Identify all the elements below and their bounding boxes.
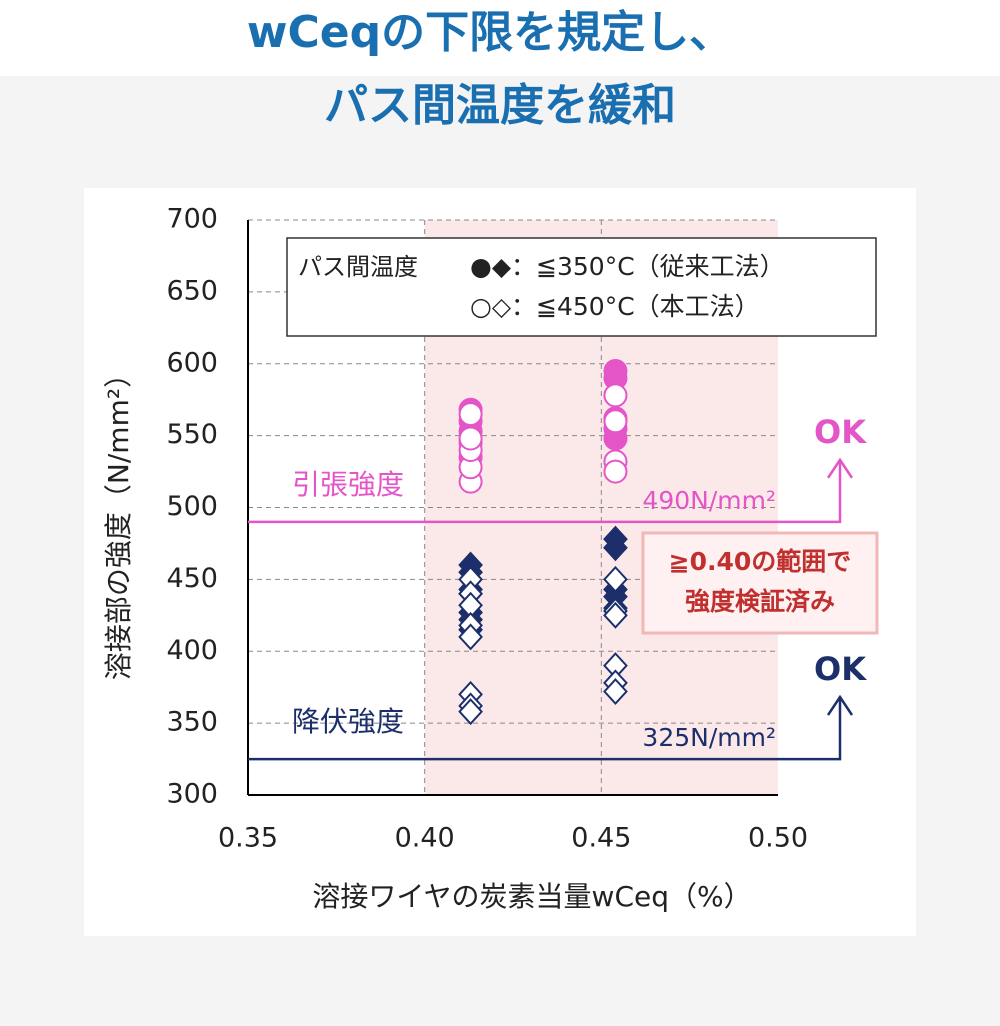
threshold-name: 降伏強度 xyxy=(292,705,404,738)
threshold-name: 引張強度 xyxy=(292,468,404,501)
arrow-head xyxy=(826,457,854,479)
point xyxy=(458,402,483,427)
threshold-result: OK xyxy=(814,413,867,451)
threshold-line xyxy=(248,459,842,524)
legend-box xyxy=(286,237,877,337)
point xyxy=(603,678,628,705)
y-tick-label: 550 xyxy=(166,419,218,450)
legend-entry: ○◇：≦450°C（本工法） xyxy=(470,292,760,321)
point xyxy=(603,534,628,562)
point xyxy=(603,601,628,629)
x-axis-label: 溶接ワイヤの炭素当量wCeq（%） xyxy=(312,880,751,913)
point xyxy=(603,383,628,408)
x-tick-label: 0.40 xyxy=(395,823,455,854)
x-tick-label: 0.35 xyxy=(218,823,278,854)
y-tick-label: 600 xyxy=(166,347,218,378)
x-tick-label: 0.50 xyxy=(748,823,808,854)
annotation-box xyxy=(641,531,879,635)
y-tick-label: 350 xyxy=(166,707,218,738)
y-tick-label: 300 xyxy=(166,779,218,810)
point xyxy=(603,565,628,593)
annotation-text: 強度検証済み xyxy=(685,587,835,616)
y-tick-label: 700 xyxy=(166,204,218,235)
point xyxy=(458,426,483,451)
threshold-line xyxy=(248,697,842,761)
threshold-result: OK xyxy=(814,650,867,688)
title: wCeqの下限を規定し、 xyxy=(247,7,733,58)
y-tick-label: 650 xyxy=(166,275,218,306)
point xyxy=(458,623,483,651)
y-tick-label: 500 xyxy=(166,491,218,522)
x-tick-label: 0.45 xyxy=(571,823,631,854)
threshold-label: 490N/mm² xyxy=(642,486,776,515)
arrow-head xyxy=(826,694,854,716)
title: パス間温度を緩和 xyxy=(324,80,676,131)
point xyxy=(603,409,628,434)
header-bg xyxy=(0,0,1000,76)
legend-title: パス間温度 xyxy=(298,253,418,281)
threshold-label: 325N/mm² xyxy=(642,723,776,752)
y-tick-label: 450 xyxy=(166,563,218,594)
annotation-text: ≧0.40の範囲で xyxy=(669,547,852,576)
point xyxy=(458,698,483,726)
legend-entry: ●◆：≦350°C（従来工法） xyxy=(470,252,785,281)
y-tick-label: 400 xyxy=(166,635,218,666)
y-axis-label: 溶接部の強度（N/mm²） xyxy=(102,360,135,680)
point xyxy=(603,459,628,484)
